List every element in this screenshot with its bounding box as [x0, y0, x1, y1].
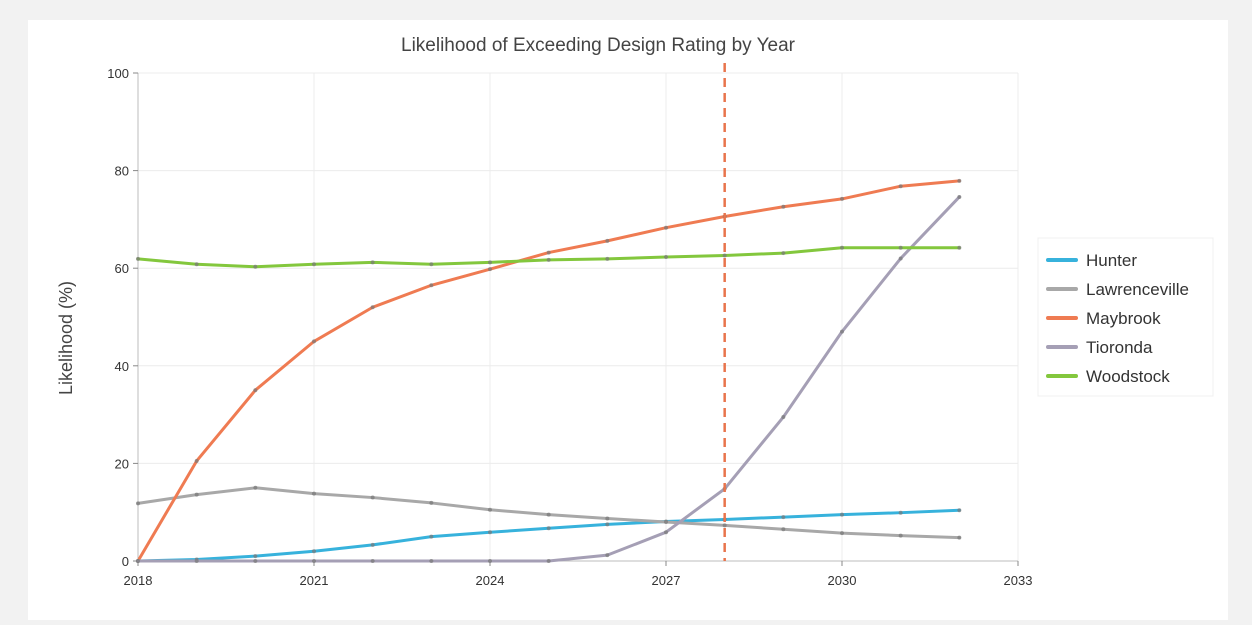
- x-tick-label: 2027: [652, 573, 681, 588]
- y-tick-label: 40: [115, 359, 129, 374]
- data-point-woodstock: [664, 254, 668, 259]
- x-tick-label: 2018: [124, 573, 153, 588]
- chart-title: Likelihood of Exceeding Design Rating by…: [401, 35, 796, 56]
- y-tick-label: 80: [115, 164, 129, 179]
- series-line-maybrook: [136, 179, 961, 563]
- data-point-tioronda: [488, 559, 492, 563]
- data-point-lawrenceville: [194, 492, 199, 497]
- data-point-maybrook: [781, 204, 786, 209]
- data-point-lawrenceville: [722, 523, 727, 528]
- y-tick-label: 100: [107, 66, 129, 81]
- data-point-lawrenceville: [312, 491, 316, 496]
- data-point-tioronda: [840, 329, 844, 334]
- data-point-woodstock: [312, 262, 316, 267]
- legend-label-woodstock: Woodstock: [1086, 367, 1170, 386]
- data-point-tioronda: [253, 559, 258, 563]
- data-point-lawrenceville: [546, 512, 551, 517]
- data-point-maybrook: [429, 283, 434, 288]
- data-point-lawrenceville: [429, 500, 434, 505]
- data-point-lawrenceville: [957, 535, 962, 540]
- y-tick-label: 20: [115, 456, 129, 471]
- data-point-lawrenceville: [898, 533, 903, 538]
- data-point-woodstock: [840, 245, 844, 250]
- series-line-hunter: [136, 508, 961, 563]
- data-point-tioronda: [194, 559, 199, 563]
- data-point-tioronda: [546, 559, 551, 563]
- line-chart: Likelihood of Exceeding Design Rating by…: [56, 35, 1214, 588]
- data-point-lawrenceville: [136, 501, 140, 506]
- data-point-woodstock: [253, 264, 258, 269]
- data-point-lawrenceville: [253, 485, 258, 490]
- data-point-woodstock: [488, 260, 492, 265]
- x-tick-label: 2030: [828, 573, 857, 588]
- data-point-tioronda: [957, 194, 962, 199]
- data-point-hunter: [898, 510, 903, 515]
- data-point-lawrenceville: [664, 519, 668, 524]
- series-lines: [136, 63, 962, 563]
- data-point-tioronda: [429, 559, 434, 563]
- data-point-tioronda: [664, 530, 668, 535]
- data-point-hunter: [957, 508, 962, 513]
- data-point-hunter: [312, 549, 316, 554]
- data-point-hunter: [546, 526, 551, 531]
- data-point-woodstock: [370, 260, 375, 265]
- data-point-lawrenceville: [840, 531, 844, 536]
- legend-label-hunter: Hunter: [1086, 251, 1137, 270]
- data-point-lawrenceville: [370, 495, 375, 500]
- data-point-tioronda: [605, 553, 610, 558]
- data-point-woodstock: [546, 257, 551, 262]
- chart-container: Likelihood of Exceeding Design Rating by…: [28, 20, 1228, 620]
- legend: Hunter Lawrenceville Maybrook Tioronda Woods…: [1037, 237, 1214, 397]
- data-point-maybrook: [957, 178, 962, 183]
- data-point-woodstock: [781, 251, 786, 256]
- data-point-hunter: [605, 522, 610, 527]
- x-tick-label: 2021: [300, 573, 329, 588]
- data-point-woodstock: [194, 262, 199, 267]
- data-point-lawrenceville: [605, 516, 610, 521]
- data-point-tioronda: [136, 559, 140, 563]
- data-point-hunter: [370, 542, 375, 547]
- data-point-tioronda: [370, 559, 375, 563]
- data-point-maybrook: [370, 305, 375, 310]
- data-point-maybrook: [312, 339, 316, 344]
- series-line-woodstock: [136, 246, 961, 269]
- y-tick-label: 60: [115, 261, 129, 276]
- data-point-woodstock: [722, 253, 727, 258]
- y-axis-label: Likelihood (%): [56, 281, 76, 395]
- x-tick-label: 2033: [1004, 573, 1033, 588]
- data-point-woodstock: [898, 245, 903, 250]
- data-point-maybrook: [546, 250, 551, 255]
- data-point-maybrook: [605, 238, 610, 243]
- data-point-hunter: [429, 534, 434, 539]
- data-point-woodstock: [136, 256, 140, 261]
- legend-label-lawrenceville: Lawrenceville: [1086, 280, 1189, 299]
- data-point-woodstock: [957, 245, 962, 250]
- data-point-hunter: [840, 512, 844, 517]
- axes: 0 20 40 60 80 100 2018 2021 2024 2027 2030 2033: [107, 66, 1032, 588]
- data-point-lawrenceville: [781, 527, 786, 532]
- data-point-maybrook: [898, 184, 903, 189]
- data-point-hunter: [488, 530, 492, 535]
- data-point-tioronda: [898, 256, 903, 261]
- data-point-woodstock: [429, 262, 434, 267]
- data-point-maybrook: [664, 225, 668, 230]
- data-point-maybrook: [194, 458, 199, 463]
- data-point-hunter: [253, 554, 258, 559]
- data-point-maybrook: [253, 388, 258, 393]
- data-point-maybrook: [488, 267, 492, 272]
- data-point-maybrook: [840, 196, 844, 201]
- x-tick-label: 2024: [476, 573, 505, 588]
- data-point-tioronda: [781, 415, 786, 420]
- data-point-lawrenceville: [488, 507, 492, 512]
- data-point-hunter: [781, 515, 786, 520]
- data-point-woodstock: [605, 256, 610, 261]
- y-tick-label: 0: [122, 554, 129, 569]
- data-point-tioronda: [312, 559, 316, 563]
- legend-label-tioronda: Tioronda: [1086, 338, 1153, 357]
- legend-label-maybrook: Maybrook: [1086, 309, 1161, 328]
